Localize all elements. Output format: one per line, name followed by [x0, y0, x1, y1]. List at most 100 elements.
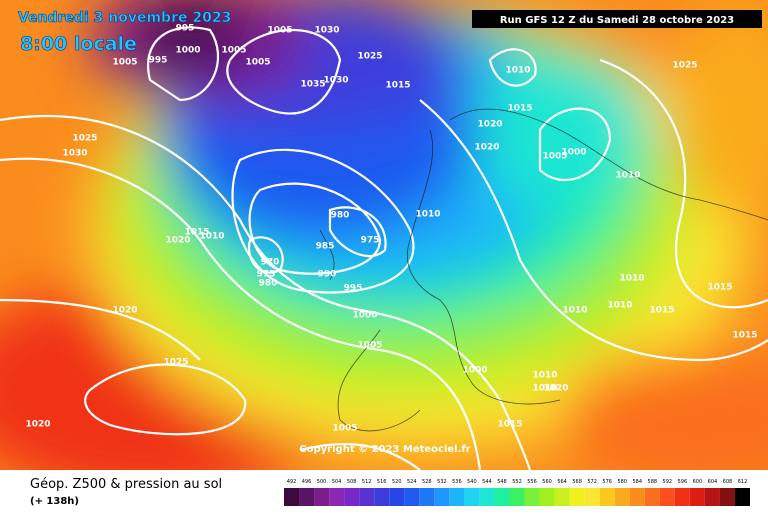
scale-swatch: [449, 488, 465, 506]
scale-label: 504: [332, 479, 342, 485]
scale-label: 600: [693, 479, 703, 485]
scale-swatch: [674, 488, 690, 506]
scale-label: 500: [317, 479, 327, 485]
isobar-label: 1025: [357, 52, 382, 62]
scale-label: 552: [512, 479, 522, 485]
scale-swatch: [344, 488, 360, 506]
isobar-label: 1020: [25, 420, 50, 430]
isobar-label: 1005: [221, 46, 246, 56]
scale-swatch: [374, 488, 390, 506]
scale-label: 512: [362, 479, 372, 485]
scale-swatch: [659, 488, 675, 506]
isobar-label: 1015: [497, 420, 522, 430]
scale-swatch: [284, 488, 300, 506]
scale-swatch: [404, 488, 420, 506]
copyright: Copyright © 2023 Meteociel.fr: [299, 444, 470, 455]
scale-swatch: [584, 488, 600, 506]
isobar-label: 1010: [532, 371, 557, 381]
scale-swatch: [434, 488, 450, 506]
scale-label: 580: [617, 479, 627, 485]
isobar-label: 1015: [707, 283, 732, 293]
scale-swatch: [314, 488, 330, 506]
isobar-label: 1020: [543, 384, 568, 394]
scale-label: 564: [557, 479, 567, 485]
scale-swatch: [554, 488, 570, 506]
scale-label: 524: [407, 479, 417, 485]
isobar-label: 1005: [267, 26, 292, 36]
scale-swatch: [704, 488, 720, 506]
isobar-label: 1015: [507, 104, 532, 114]
isobar-label: 990: [318, 270, 337, 280]
isobar-label: 1010: [532, 384, 557, 394]
isobar-label: 980: [331, 211, 350, 221]
isobar-label: 1020: [165, 236, 190, 246]
isobar-label: 1020: [477, 120, 502, 130]
scale-label: 612: [738, 479, 748, 485]
isobar-label: 1015: [732, 331, 757, 341]
scale-swatch: [494, 488, 510, 506]
scale-swatch: [509, 488, 525, 506]
isobar-label: 1005: [245, 58, 270, 68]
scale-label: 532: [437, 479, 447, 485]
isobar-label: 1000: [462, 366, 487, 376]
scale-swatch: [389, 488, 405, 506]
isobar-label: 1030: [62, 149, 87, 159]
scale-label: 544: [482, 479, 492, 485]
scale-swatch: [539, 488, 555, 506]
scale-label: 508: [347, 479, 357, 485]
scale-label: 608: [723, 479, 733, 485]
isobar-label: 1010: [607, 301, 632, 311]
footer-lead: (+ 138h): [30, 496, 79, 507]
scale-label: 604: [708, 479, 718, 485]
scale-label: 520: [392, 479, 402, 485]
scale-swatch: [299, 488, 315, 506]
scale-swatch: [689, 488, 705, 506]
scale-swatch: [479, 488, 495, 506]
scale-label: 588: [648, 479, 658, 485]
isobar-label: 1035: [300, 80, 325, 90]
isobar-label: 1015: [649, 306, 674, 316]
scale-label: 528: [422, 479, 432, 485]
isobar-label: 1025: [672, 61, 697, 71]
scale-swatch: [599, 488, 615, 506]
isobar-label: 1000: [175, 46, 200, 56]
color-scale: 492 496 500 504 508 512 516 520 524 528 532 536 540 5…: [284, 479, 750, 506]
isobar-label: 1005: [112, 58, 137, 68]
isobar-label: 995: [344, 284, 363, 294]
isobar-label: 1005: [332, 424, 357, 434]
isobar-label: 970: [261, 258, 280, 268]
run-box: [472, 10, 762, 28]
scale-swatch: [524, 488, 540, 506]
field: [0, 0, 768, 470]
scale-swatch: [644, 488, 660, 506]
scale-swatch: [629, 488, 645, 506]
scale-swatch: [329, 488, 345, 506]
run-info: Run GFS 12 Z du Samedi 28 octobre 2023: [500, 15, 734, 26]
scale-label: 556: [527, 479, 537, 485]
scale-label: 492: [287, 479, 297, 485]
isobar-label: 975: [361, 236, 380, 246]
footer-title: Géop. Z500 & pression au sol: [30, 477, 222, 492]
isobar-label: 1010: [619, 274, 644, 284]
isobar-label: 1015: [385, 81, 410, 91]
scale-swatch: [569, 488, 585, 506]
scale-label: 576: [602, 479, 612, 485]
scale-swatch: [719, 488, 735, 506]
isobar-label: 1015: [184, 228, 209, 238]
scale-label: 536: [452, 479, 462, 485]
scale-swatch: [419, 488, 435, 506]
scale-label: 568: [572, 479, 582, 485]
forecast-time: 8:00 locale: [20, 33, 137, 55]
isobar-label: 980: [259, 279, 278, 289]
scale-label: 496: [302, 479, 312, 485]
isobar-label: 975: [257, 270, 276, 280]
scale-label: 548: [497, 479, 507, 485]
isobar-label: 1030: [323, 76, 348, 86]
scale-label: 584: [632, 479, 642, 485]
isobar-label: 1000: [561, 148, 586, 158]
isobar-label: 1005: [357, 341, 382, 351]
isobar-label: 1020: [474, 143, 499, 153]
isobar-label: 1025: [163, 358, 188, 368]
